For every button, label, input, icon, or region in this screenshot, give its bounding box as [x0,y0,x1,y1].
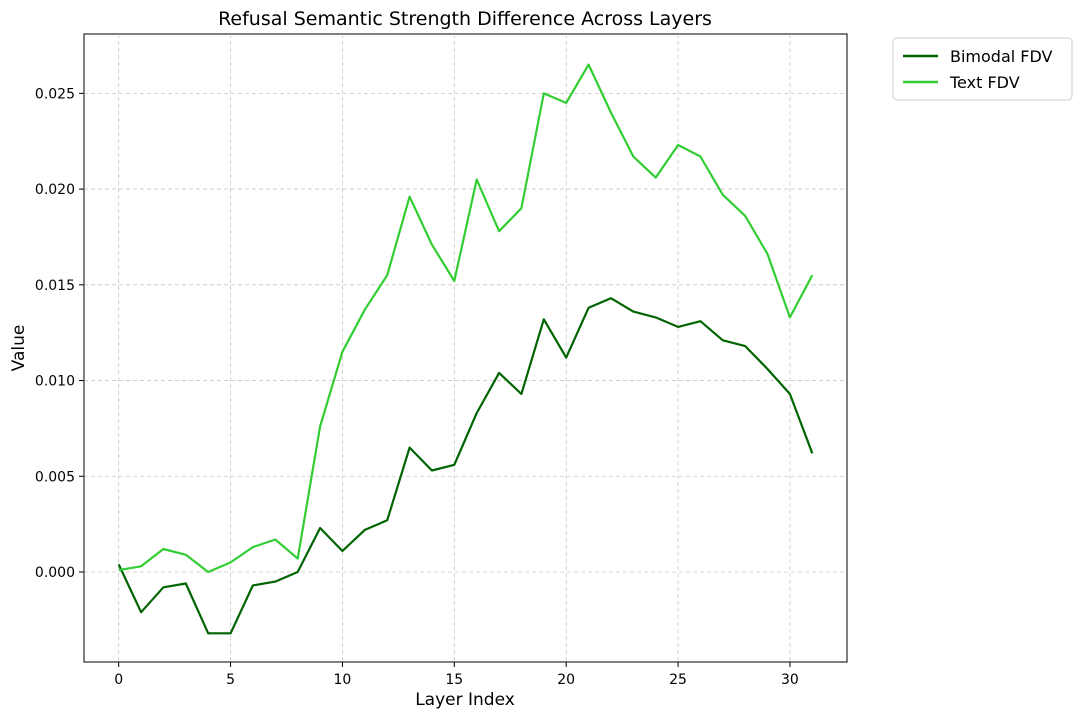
x-tick-label: 15 [445,672,463,688]
y-axis-ticks: 0.000 0.005 0.010 0.015 0.020 0.025 [35,86,84,581]
y-tick-label: 0.010 [35,374,75,390]
series-lines [117,63,814,635]
x-tick-label: 10 [334,672,352,688]
x-tick-label: 5 [226,672,235,688]
x-tick-label: 20 [557,672,575,688]
chart-title: Refusal Semantic Strength Difference Acr… [218,8,712,30]
legend-label: Text FDV [949,73,1020,92]
legend: Bimodal FDV Text FDV [892,37,1073,101]
x-axis-ticks: 0 5 10 15 20 25 30 [114,662,799,688]
x-tick-label: 25 [669,672,687,688]
y-tick-label: 0.020 [35,182,75,198]
y-tick-label: 0.000 [35,565,75,581]
series-line-text-fdv [118,63,814,574]
y-tick-label: 0.005 [35,469,75,485]
legend-box [892,37,1073,101]
grid-lines [84,34,847,662]
x-axis-label: Layer Index [415,690,515,710]
x-tick-label: 0 [114,672,123,688]
y-axis-label: Value [9,325,29,372]
y-tick-label: 0.015 [35,278,75,294]
series-line-bimodal-fdv [117,297,814,635]
plot-area-frame [83,33,848,663]
legend-label: Bimodal FDV [950,47,1053,66]
y-tick-label: 0.025 [35,86,75,102]
x-tick-label: 30 [781,672,799,688]
